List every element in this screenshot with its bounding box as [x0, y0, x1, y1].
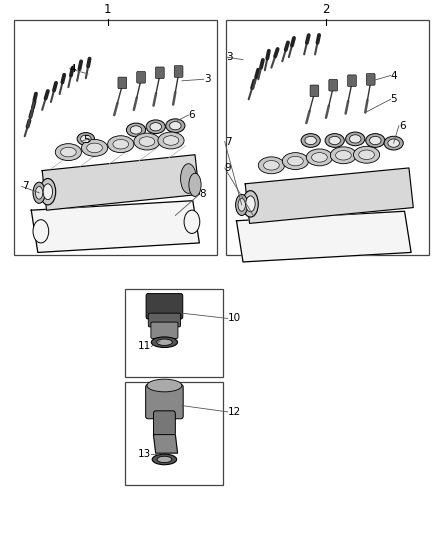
FancyBboxPatch shape [366, 74, 375, 85]
Ellipse shape [236, 195, 248, 215]
Ellipse shape [130, 126, 142, 134]
Ellipse shape [158, 132, 184, 149]
Text: 7: 7 [225, 136, 231, 147]
Ellipse shape [43, 184, 53, 200]
Ellipse shape [388, 139, 399, 147]
Bar [14, 20, 217, 255]
Ellipse shape [330, 147, 357, 164]
Polygon shape [245, 168, 413, 223]
Ellipse shape [163, 136, 179, 146]
Text: 3: 3 [226, 52, 233, 62]
Ellipse shape [156, 339, 172, 345]
Text: 13: 13 [138, 449, 151, 459]
Ellipse shape [33, 182, 45, 203]
Ellipse shape [166, 119, 185, 133]
FancyBboxPatch shape [310, 85, 319, 96]
FancyBboxPatch shape [148, 313, 180, 327]
Bar [125, 289, 223, 376]
Text: 9: 9 [225, 163, 231, 173]
FancyBboxPatch shape [137, 71, 145, 83]
Ellipse shape [366, 134, 385, 147]
Polygon shape [153, 434, 177, 453]
Ellipse shape [146, 120, 165, 134]
Ellipse shape [329, 136, 340, 144]
Ellipse shape [180, 164, 196, 193]
Text: 4: 4 [70, 63, 76, 74]
FancyBboxPatch shape [118, 77, 127, 88]
FancyBboxPatch shape [153, 411, 175, 437]
Ellipse shape [301, 134, 320, 147]
Ellipse shape [384, 136, 403, 150]
Ellipse shape [311, 152, 327, 162]
Ellipse shape [150, 123, 162, 131]
Text: 7: 7 [21, 181, 28, 191]
Text: 3: 3 [204, 74, 210, 84]
Ellipse shape [157, 456, 172, 463]
Bar [226, 20, 428, 255]
Text: 6: 6 [399, 120, 406, 131]
Ellipse shape [147, 379, 182, 392]
Ellipse shape [238, 199, 245, 211]
Ellipse shape [370, 136, 381, 144]
Ellipse shape [264, 160, 279, 170]
Ellipse shape [306, 149, 332, 166]
Text: 8: 8 [199, 189, 206, 199]
Bar [125, 382, 223, 485]
Ellipse shape [55, 144, 81, 160]
Ellipse shape [87, 143, 102, 152]
Ellipse shape [35, 187, 43, 199]
FancyBboxPatch shape [146, 384, 183, 419]
FancyBboxPatch shape [174, 66, 183, 77]
Ellipse shape [113, 140, 129, 149]
Ellipse shape [60, 147, 76, 157]
FancyBboxPatch shape [155, 67, 164, 78]
Polygon shape [42, 155, 199, 210]
Text: 4: 4 [391, 70, 397, 80]
Text: 1: 1 [104, 3, 111, 17]
FancyBboxPatch shape [348, 75, 357, 86]
Ellipse shape [81, 140, 108, 156]
Ellipse shape [243, 191, 258, 217]
Ellipse shape [170, 122, 181, 130]
Text: 2: 2 [322, 3, 330, 17]
Text: 5: 5 [391, 94, 397, 104]
Ellipse shape [40, 179, 56, 205]
Ellipse shape [108, 136, 134, 152]
Ellipse shape [359, 150, 374, 159]
FancyBboxPatch shape [329, 79, 338, 91]
Ellipse shape [336, 150, 351, 160]
Text: 6: 6 [188, 110, 195, 120]
Ellipse shape [189, 173, 201, 197]
Ellipse shape [152, 454, 177, 465]
Ellipse shape [151, 337, 177, 348]
Ellipse shape [283, 152, 308, 169]
Text: 5: 5 [83, 135, 89, 146]
Polygon shape [237, 211, 411, 262]
Ellipse shape [127, 123, 146, 137]
Ellipse shape [346, 132, 365, 146]
Polygon shape [31, 201, 199, 253]
Ellipse shape [134, 133, 160, 150]
Ellipse shape [81, 135, 91, 143]
Ellipse shape [139, 137, 155, 146]
Ellipse shape [288, 156, 303, 166]
Ellipse shape [184, 210, 200, 233]
Text: 11: 11 [138, 342, 151, 351]
Ellipse shape [77, 133, 95, 146]
Ellipse shape [33, 220, 49, 243]
FancyBboxPatch shape [146, 294, 183, 319]
Ellipse shape [246, 196, 255, 212]
Text: 12: 12 [228, 407, 241, 417]
Ellipse shape [353, 146, 380, 163]
Text: 10: 10 [228, 313, 241, 324]
Ellipse shape [350, 135, 361, 143]
Ellipse shape [305, 136, 316, 144]
Ellipse shape [325, 134, 344, 147]
Ellipse shape [258, 157, 285, 174]
FancyBboxPatch shape [151, 322, 178, 338]
